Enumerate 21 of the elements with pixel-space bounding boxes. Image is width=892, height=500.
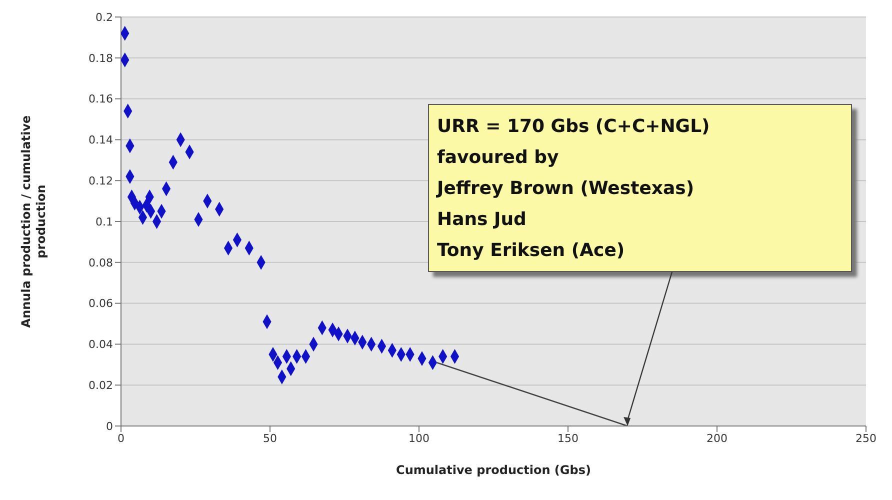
x-tick-label: 100	[408, 432, 430, 445]
y-tick-label: 0.08	[88, 256, 113, 270]
x-tick-label: 250	[856, 432, 876, 445]
y-tick-label: 0.18	[88, 52, 113, 65]
y-tick-label: 0.16	[88, 92, 113, 106]
y-tick-label: 0.1	[96, 215, 113, 228]
y-axis-title: Annula production / cumulative production	[19, 115, 48, 328]
x-tick-label: 200	[706, 432, 728, 445]
callout-box: URR = 170 Gbs (C+C+NGL) favoured by Jeffrey Brown (Westexas) Hans Jud Tony Eriksen (Ace)	[428, 104, 852, 272]
y-tick-label: 0.12	[88, 174, 113, 188]
x-tick-label: 150	[558, 432, 578, 445]
y-tick-label: 0.06	[88, 297, 113, 310]
x-axis-title: Cumulative production (Gbs)	[396, 463, 591, 477]
y-tick-label: 0.04	[88, 338, 113, 352]
y-tick-label: 0	[106, 420, 113, 433]
y-tick-label: 0.14	[88, 134, 113, 147]
y-tick-label: 0.02	[88, 379, 113, 392]
x-tick-label: 0	[118, 432, 124, 445]
x-tick-label: 50	[263, 432, 277, 445]
annotation: URR = 170 Gbs (C+C+NGL) favoured by Jeffrey Brown (Westexas) Hans Jud Tony Eriksen (Ace)	[437, 115, 711, 263]
y-tick-label: 0.2	[96, 10, 113, 24]
